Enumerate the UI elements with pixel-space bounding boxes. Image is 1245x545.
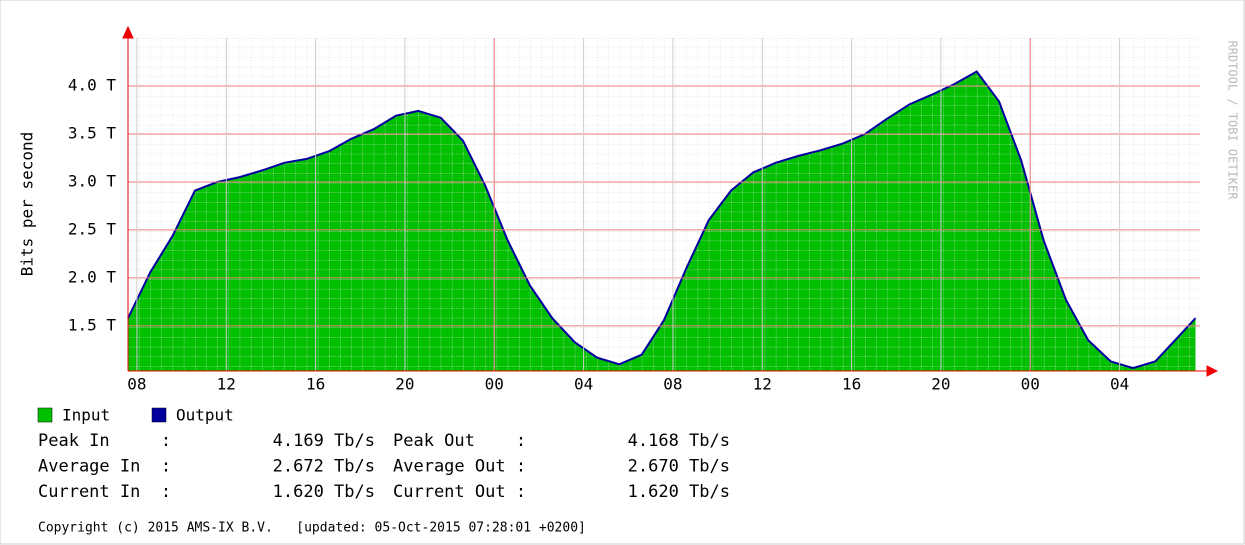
stat-value: 1.620 Tb/s [628, 482, 730, 502]
legend-swatch [151, 407, 167, 423]
stat-label: Peak Out : [393, 431, 526, 451]
x-tick-label: 12 [217, 375, 236, 394]
stat-value: 2.672 Tb/s [273, 457, 375, 477]
y-tick-label: 2.0 T [68, 267, 117, 286]
stat-label: Peak In : [38, 431, 171, 451]
y-tick-label: 3.0 T [68, 171, 117, 190]
stat-label: Current Out : [393, 482, 526, 502]
x-tick-label: 08 [663, 375, 682, 394]
y-axis-label: Bits per second [18, 132, 37, 277]
y-axis [122, 25, 134, 371]
x-tick-label: 04 [1110, 375, 1129, 394]
stat-label: Current In : [38, 482, 171, 502]
stat-value: 4.168 Tb/s [628, 431, 730, 451]
minor-grid [128, 38, 1200, 371]
x-tick-label: 12 [753, 375, 772, 394]
watermark: RRDTOOL / TOBI OETIKER [1226, 41, 1240, 201]
x-tick-label: 08 [127, 375, 146, 394]
legend-label: Output [176, 406, 234, 425]
overlay [127, 38, 1200, 371]
x-axis [128, 365, 1219, 377]
y-tick-label: 4.0 T [68, 75, 117, 94]
stat-label: Average Out : [393, 457, 526, 477]
y-tick-label: 1.5 T [68, 315, 117, 334]
x-tick-label: 00 [1021, 375, 1040, 394]
y-tick-label: 2.5 T [68, 219, 117, 238]
x-tick-label: 16 [306, 375, 325, 394]
x-tick-label: 00 [485, 375, 504, 394]
footer: Copyright (c) 2015 AMS-IX B.V. [updated:… [38, 521, 586, 536]
legend-label: Input [62, 406, 110, 425]
x-tick-label: 04 [574, 375, 593, 394]
y-tick-label: 3.5 T [68, 123, 117, 142]
stat-value: 2.670 Tb/s [628, 457, 730, 477]
x-tick-label: 20 [931, 375, 950, 394]
legend-swatch [37, 407, 53, 423]
x-tick-label: 16 [842, 375, 861, 394]
stat-value: 1.620 Tb/s [273, 482, 375, 502]
stat-value: 4.169 Tb/s [273, 431, 375, 451]
line [127, 70, 1197, 370]
stat-label: Average In : [38, 457, 171, 477]
x-tick-label: 20 [395, 375, 414, 394]
